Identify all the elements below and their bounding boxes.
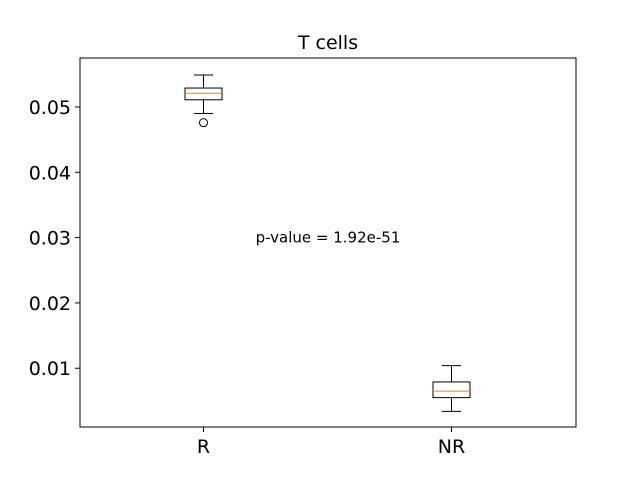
- box-r: [184, 74, 223, 128]
- interquartile-box: [184, 87, 223, 101]
- p-value-annotation: p-value = 1.92e-51: [256, 229, 401, 247]
- outlier-point: [199, 118, 208, 128]
- x-axis-ticks: R NR: [197, 427, 465, 458]
- box-nr: [432, 365, 471, 412]
- x-tick-label: NR: [438, 436, 465, 458]
- y-tick-label: 0.02: [29, 293, 71, 315]
- y-tick-label: 0.01: [29, 358, 71, 380]
- y-axis-ticks: 0.01 0.02 0.03 0.04 0.05: [29, 97, 80, 380]
- y-tick-label: 0.03: [29, 228, 71, 250]
- chart-title: T cells: [297, 32, 358, 54]
- interquartile-box: [432, 381, 471, 399]
- x-tick-label: R: [197, 436, 210, 458]
- y-tick-label: 0.05: [29, 97, 71, 119]
- y-tick-label: 0.04: [29, 162, 71, 184]
- plot-area-frame: [79, 57, 577, 428]
- box-series: [184, 74, 471, 412]
